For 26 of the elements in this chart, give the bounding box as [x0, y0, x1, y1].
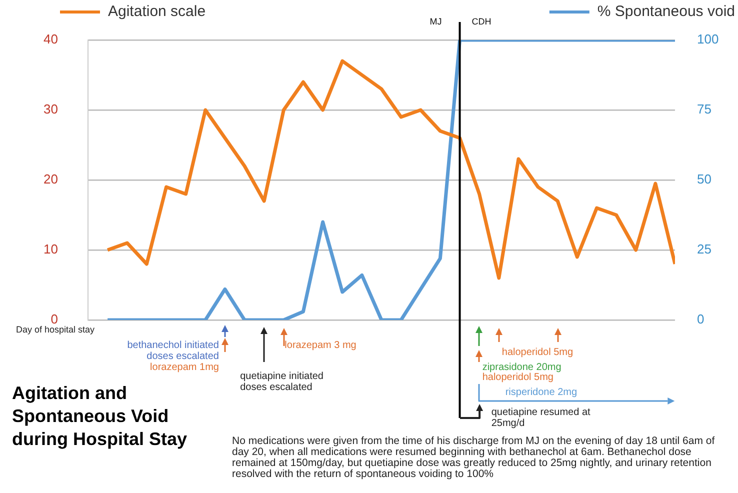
text: haloperidol 5mg: [502, 346, 574, 358]
y-tick-label: 40: [44, 32, 58, 47]
y2-tick-label: 75: [697, 102, 712, 117]
legend-label: Agitation scale: [108, 3, 206, 20]
text: No medications were given from the time of his discharge from MJ on the evening of day 18 until 6am of day 20, when all medications were resumed beginning with bethanechol at 6am. Bethanechol dose remained at 150mg/day, but quetiapine dose was greatly reduced to 25mg nightly, and urinary retention resolved with the return of spontaneous voiding to 100%: [232, 435, 716, 480]
text: ziprasidone 20mg: [482, 362, 562, 373]
text: Agitation and Spontaneous Void during Hospital Stay: [12, 382, 188, 451]
y-tick-label: 30: [44, 102, 58, 117]
text: bethanechol initiated doses escalated: [127, 340, 219, 362]
y2-tick-label: 50: [697, 172, 712, 187]
text: quetiapine initiated doses escalated: [240, 370, 324, 393]
x-axis-title: Day of hospital stay: [16, 324, 96, 334]
text: haloperidol 5mg: [482, 372, 554, 383]
text: quetiapine resumed at 25mg/d: [491, 406, 591, 429]
text: risperidone 2mg: [505, 386, 578, 398]
y-tick-label: 20: [44, 172, 58, 187]
text: lorazepam 3 mg: [284, 340, 356, 351]
text: MJ: [430, 16, 442, 26]
text: CDH: [472, 16, 492, 26]
legend-label: % Spontaneous void: [597, 3, 735, 20]
y2-tick-label: 100: [697, 32, 719, 47]
y-tick-label: 10: [44, 242, 58, 257]
y-tick-label: 0: [50, 312, 58, 327]
y2-tick-label: 0: [697, 312, 704, 327]
text: lorazepam 1mg: [150, 362, 219, 373]
y2-tick-label: 25: [697, 242, 712, 257]
